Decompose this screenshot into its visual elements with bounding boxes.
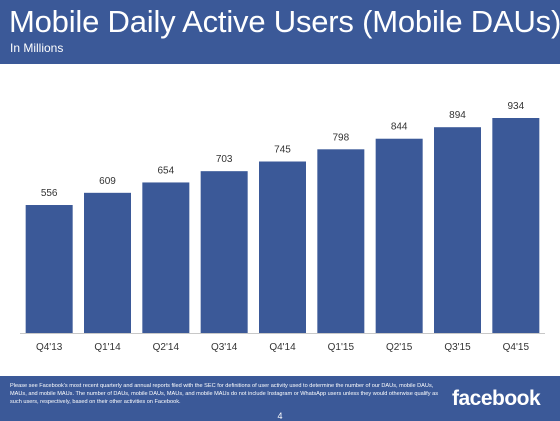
bar	[375, 138, 423, 333]
bar	[492, 118, 540, 333]
bar-chart: 556 Q4'13 609 Q1'14 654 Q2'14 703 Q3'14 745 Q4'14…	[20, 101, 545, 353]
bar	[259, 161, 306, 333]
x-tick-label: Q3'14	[211, 342, 238, 353]
data-label: 894	[449, 110, 466, 121]
data-label: 844	[391, 122, 408, 133]
x-tick-label: Q3'15	[444, 342, 471, 353]
data-label: 934	[507, 101, 524, 112]
x-tick-label: Q4'13	[36, 342, 63, 353]
bar	[142, 182, 190, 333]
data-label: 609	[99, 176, 116, 187]
data-label: 703	[216, 154, 233, 165]
bar	[434, 127, 481, 334]
page-number: 4	[277, 411, 283, 421]
facebook-logo: facebook	[452, 387, 541, 410]
x-tick-label: Q2'14	[153, 342, 180, 353]
data-label: 556	[41, 188, 58, 199]
data-label: 798	[332, 132, 349, 143]
page-subtitle: In Millions	[10, 41, 64, 55]
x-tick-label: Q4'14	[269, 342, 296, 353]
footnote-text: Please see Facebook's most recent quarte…	[10, 383, 438, 405]
page-title: Mobile Daily Active Users (Mobile DAUs)	[9, 4, 560, 39]
bar	[317, 149, 365, 333]
x-tick-label: Q4'15	[503, 342, 530, 353]
header-banner: Mobile Daily Active Users (Mobile DAUs) …	[0, 0, 560, 64]
data-label: 654	[157, 165, 174, 176]
bar	[200, 171, 248, 333]
x-tick-label: Q1'15	[328, 342, 355, 353]
data-label: 745	[274, 145, 291, 156]
bar	[84, 192, 131, 333]
x-tick-label: Q2'15	[386, 342, 413, 353]
footer-banner: Please see Facebook's most recent quarte…	[0, 376, 560, 421]
x-tick-label: Q1'14	[94, 342, 121, 353]
bar	[25, 205, 73, 333]
